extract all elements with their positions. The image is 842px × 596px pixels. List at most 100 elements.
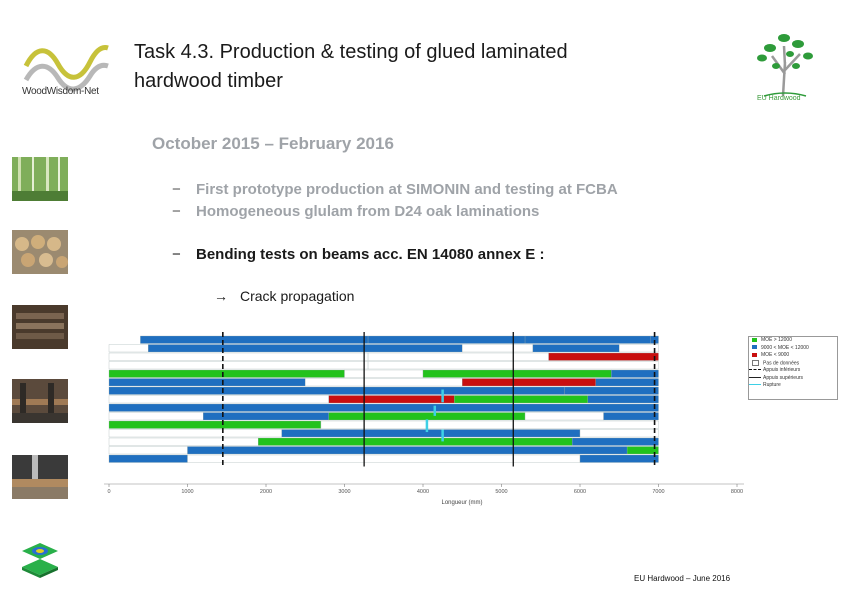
- legend-label: Rupture: [763, 382, 781, 388]
- legend-item: Pas de données: [749, 359, 837, 368]
- lamination-segment: [108, 378, 306, 387]
- lamination-segment: [524, 335, 651, 344]
- list-item-text: First prototype production at SIMONIN an…: [196, 181, 618, 198]
- dash-bullet: −: [172, 246, 181, 263]
- legend-label: Appuis inférieurs: [763, 367, 801, 373]
- x-tick-label: 0: [107, 489, 110, 495]
- lamination-segment: [532, 344, 620, 353]
- legend-swatch: [752, 352, 757, 357]
- lamination-segment: [571, 437, 659, 446]
- list-item: − Homogeneous glulam from D24 oak laminat…: [172, 203, 539, 220]
- sub-item: → Crack propagation: [214, 288, 354, 304]
- x-axis-ticks: 0 1000 2000 3000 4000 5000 6000 7000 8000: [107, 484, 743, 495]
- lamination-segment: [108, 437, 259, 446]
- glulam-factory-photo: [12, 379, 68, 423]
- lamination-segment: [108, 446, 188, 455]
- lamination-segment: [281, 429, 581, 438]
- lamination-segment: [108, 386, 565, 395]
- lamination-segment: [422, 369, 612, 378]
- legend-label: 9000 < MOE < 12000: [761, 344, 809, 351]
- lamination-segment: [328, 412, 526, 421]
- x-tick-label: 5000: [495, 489, 507, 495]
- legend-swatch: [752, 337, 757, 342]
- legend-item: Appuis inférieurs: [749, 367, 837, 375]
- lamination-segment: [367, 335, 526, 344]
- eu-hardwood-logo-text: EU Hardwood: [757, 95, 801, 102]
- date-line: October 2015 – February 2016: [134, 134, 394, 154]
- lamination-segment: [108, 352, 369, 361]
- x-tick-label: 6000: [574, 489, 586, 495]
- lamination-segment: [367, 352, 549, 361]
- log-pile-photo: [12, 230, 68, 274]
- chart-legend: MOE > 12000 9000 < MOE < 12000 MOE < 900…: [748, 336, 838, 400]
- lamination-segment: [524, 412, 604, 421]
- lamination-segment: [548, 352, 659, 361]
- legend-item: 9000 < MOE < 12000: [749, 345, 837, 353]
- lamination-segment: [108, 454, 188, 463]
- legend-label: Pas de données: [763, 359, 800, 366]
- lamination-segment: [619, 344, 659, 353]
- lamination-segment: [320, 420, 659, 429]
- lamination-segment: [462, 344, 534, 353]
- lamination-segment: [603, 412, 659, 421]
- arrow-icon: →: [214, 288, 228, 304]
- footer-text: EU Hardwood – June 2016: [634, 574, 731, 583]
- x-axis-label: Longueur (mm): [441, 500, 482, 506]
- legend-item: MOE > 12000: [749, 337, 837, 345]
- bending-test-photo: [12, 455, 68, 499]
- lamination-segment: [626, 446, 659, 455]
- list-item-text: Homogeneous glulam from D24 oak laminati…: [196, 203, 540, 220]
- legend-item: Appuis supérieurs: [749, 375, 837, 383]
- x-tick-label: 1000: [181, 489, 193, 495]
- list-item-text: Bending tests on beams acc. EN 14080 ann…: [196, 246, 545, 263]
- lamination-segment: [108, 429, 282, 438]
- x-tick-label: 2000: [260, 489, 272, 495]
- lamination-segment: [187, 446, 628, 455]
- lamination-segment: [564, 386, 659, 395]
- slide-title-line1: Task 4.3. Production & testing of glued …: [134, 41, 568, 63]
- lamination-segment: [305, 378, 463, 387]
- legend-line: [749, 376, 761, 378]
- lamination-moe-chart: 0 1000 2000 3000 4000 5000 6000 7000 8000 Longue…: [104, 332, 744, 506]
- lamination-segment: [257, 437, 573, 446]
- lamination-segment: [108, 361, 369, 370]
- lamination-segment: [454, 395, 588, 404]
- lamination-segment: [579, 429, 659, 438]
- lamination-segment: [462, 378, 596, 387]
- lamination-segment: [148, 344, 463, 353]
- legend-line: [749, 384, 761, 386]
- lamination-segment: [108, 369, 345, 378]
- timber-stack-photo: [12, 305, 68, 349]
- lamination-segment: [187, 454, 581, 463]
- lamination-segment: [328, 395, 455, 404]
- legend-label: Appuis supérieurs: [763, 374, 804, 381]
- lamination-segment: [108, 344, 149, 353]
- legend-label: MOE < 9000: [761, 352, 790, 358]
- lamination-segment: [595, 378, 659, 387]
- lamination-segment: [140, 335, 369, 344]
- lamination-segment: [344, 369, 424, 378]
- slide-title-line2: hardwood timber: [134, 70, 283, 92]
- legend-item: Rupture: [749, 382, 837, 390]
- lamination-segment: [579, 454, 659, 463]
- lamination-segment: [108, 403, 659, 412]
- list-item: − Bending tests on beams acc. EN 14080 an…: [172, 246, 544, 263]
- legend-item: MOE < 9000: [749, 352, 837, 360]
- legend-swatch: [752, 359, 759, 366]
- woodwisdom-logo-text: WoodWisdom-Net: [22, 86, 99, 97]
- x-tick-label: 4000: [417, 489, 429, 495]
- lamination-segment: [611, 369, 659, 378]
- forest-photo: [12, 157, 68, 201]
- date-text: October 2015 – February 2016: [152, 134, 394, 153]
- woodwisdom-logo: [23, 45, 109, 92]
- dash-bullet: −: [172, 203, 181, 220]
- legend-label: MOE > 12000: [761, 337, 792, 343]
- legend-line: [749, 369, 761, 371]
- slide-title: Task 4.3. Production & testing of glued …: [134, 38, 724, 96]
- lamination-segment: [108, 420, 322, 429]
- sub-item-text: Crack propagation: [240, 288, 355, 304]
- dash-bullet: −: [172, 181, 181, 198]
- list-item: − First prototype production at SIMONIN a…: [172, 181, 618, 198]
- lamination-segment: [108, 412, 204, 421]
- support-lines: [222, 332, 656, 467]
